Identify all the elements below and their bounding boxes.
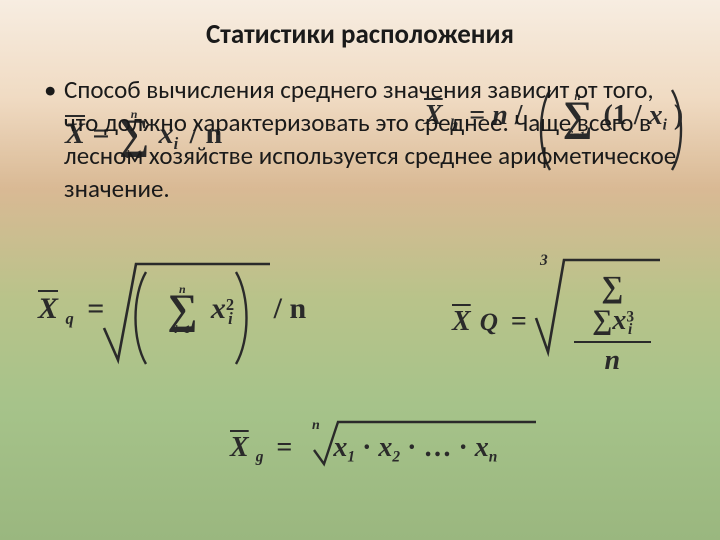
cubic-lhs: X	[452, 306, 471, 337]
cubic-lhs-sub: Q	[480, 309, 498, 336]
body-text-block: Способ вычисления среднего значения зави…	[40, 73, 680, 205]
geom-lhs-sub: g	[256, 448, 264, 465]
bullet-text: Способ вычисления среднего значения зави…	[64, 73, 680, 205]
slide: Статистики расположения Способ вычислени…	[0, 0, 720, 540]
quad-lhs: X	[38, 292, 58, 325]
formula-cubic: X Q = 3 ∑ ∑x3i n	[452, 270, 651, 377]
slide-title: Статистики расположения	[40, 18, 680, 51]
formula-geom: X g = n x1 · x2 · … · xn	[230, 432, 497, 466]
quad-lhs-sub: q	[66, 309, 74, 328]
formula-quad: X q = n ∑ i=1 x2i / n	[38, 292, 306, 329]
geom-lhs: X	[230, 432, 249, 463]
